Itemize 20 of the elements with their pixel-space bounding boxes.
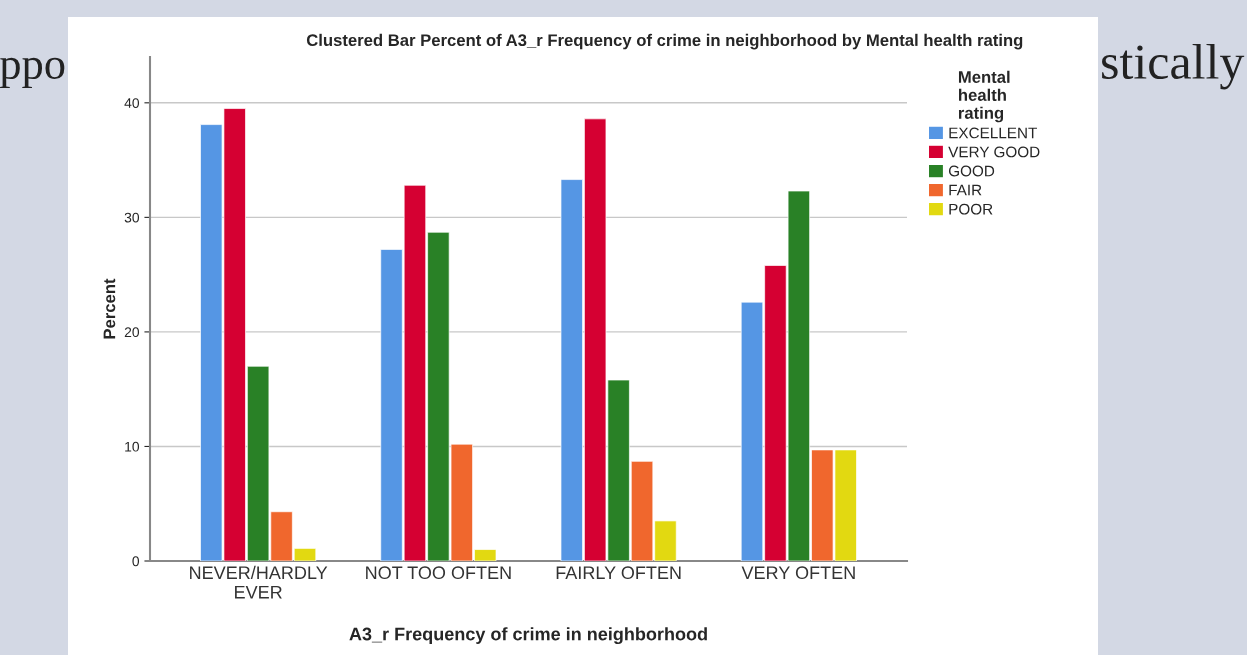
legend-label: VERY GOOD bbox=[948, 146, 1040, 158]
y-tick-label: 10 bbox=[125, 441, 140, 452]
y-tick-label: 0 bbox=[132, 556, 140, 567]
x-tick-label: NOT TOO OFTEN bbox=[366, 566, 511, 580]
legend-label: GOOD bbox=[948, 165, 995, 177]
chart-title: Clustered Bar Percent of A3_r Frequency of crime in neighborhood by Mental health rating bbox=[306, 33, 1023, 50]
legend-label: FAIR bbox=[949, 184, 982, 196]
x-tick-label: FAIRLY OFTEN bbox=[556, 566, 681, 580]
y-tick-label: 40 bbox=[124, 98, 140, 108]
y-axis-title: Percent bbox=[103, 278, 116, 339]
x-tick-label: VERY OFTEN bbox=[741, 566, 855, 580]
legend-label: EXCELLENT bbox=[949, 127, 1037, 139]
legend-label: POOR bbox=[949, 203, 993, 215]
legend-title: Mental health rating bbox=[958, 70, 1010, 123]
y-tick-label: 30 bbox=[124, 212, 140, 223]
x-tick-label: NEVER/HARDLY EVER bbox=[190, 565, 328, 599]
x-axis-title: A3_r Frequency of crime in neighborhood bbox=[349, 627, 707, 645]
text: ppo bbox=[0, 57, 65, 89]
text: stically bbox=[1102, 43, 1245, 90]
y-tick-label: 20 bbox=[124, 327, 140, 338]
